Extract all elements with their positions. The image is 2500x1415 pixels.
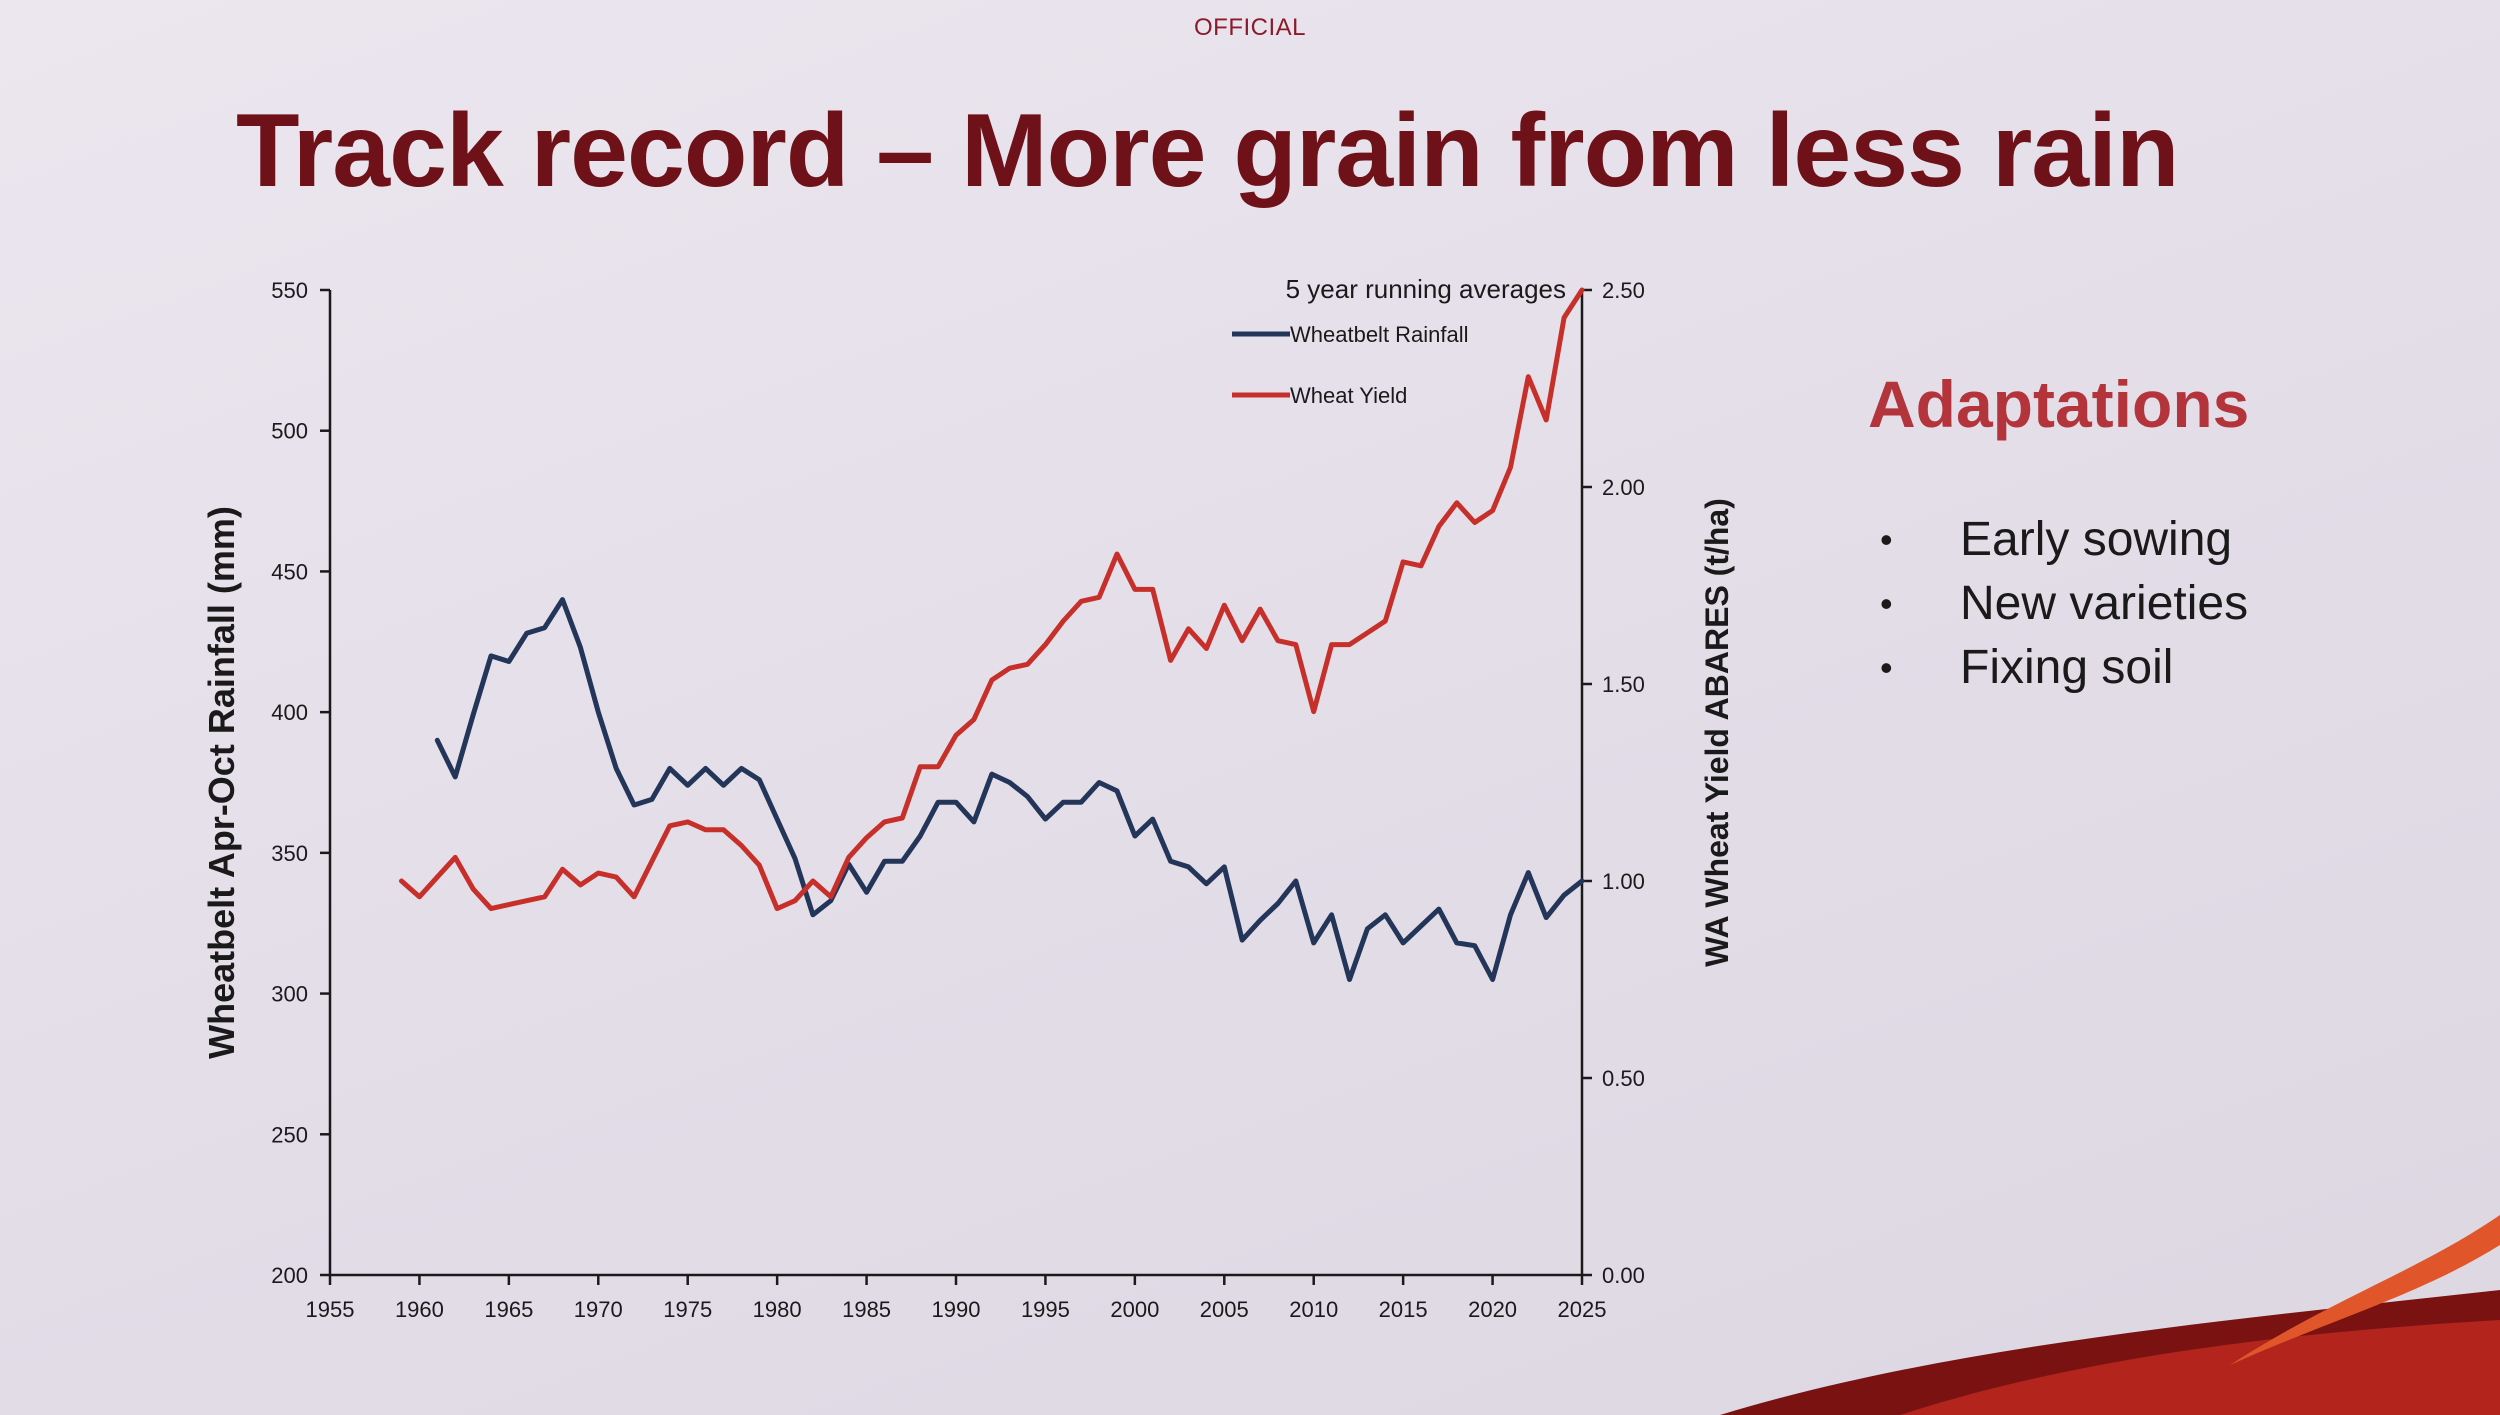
legend-title: 5 year running averages xyxy=(1286,274,1566,304)
y2-tick-label: 0.50 xyxy=(1602,1066,1645,1091)
y-tick-label: 400 xyxy=(271,700,308,725)
list-item-label: New varieties xyxy=(1960,577,2249,630)
y2-tick-label: 1.50 xyxy=(1602,672,1645,697)
x-tick-label: 1970 xyxy=(574,1297,623,1322)
y-tick-label: 300 xyxy=(271,982,308,1007)
list-item: • New varieties xyxy=(1880,572,2248,636)
y2-tick-label: 2.00 xyxy=(1602,475,1645,500)
swoosh-light xyxy=(2230,1215,2500,1365)
x-tick-label: 1960 xyxy=(395,1297,444,1322)
x-tick-label: 1985 xyxy=(842,1297,891,1322)
y-tick-label: 550 xyxy=(271,278,308,303)
swoosh-mid xyxy=(1900,1320,2500,1415)
y2-tick-label: 2.50 xyxy=(1602,278,1645,303)
adaptations-title: Adaptations xyxy=(1868,367,2250,441)
list-item-label: Early sowing xyxy=(1960,513,2233,566)
x-tick-label: 2000 xyxy=(1110,1297,1159,1322)
x-tick-label: 2010 xyxy=(1289,1297,1338,1322)
x-tick-label: 1975 xyxy=(663,1297,712,1322)
y2-tick-label: 1.00 xyxy=(1602,869,1645,894)
y-axis-title: Wheatbelt Apr-Oct Rainfall (mm) xyxy=(201,506,242,1059)
bullet-icon: • xyxy=(1880,519,1893,560)
x-tick-label: 1955 xyxy=(306,1297,355,1322)
y2-tick-label: 0.00 xyxy=(1602,1263,1645,1288)
chart-series xyxy=(399,287,1585,982)
series-line-rainfall xyxy=(434,597,1585,982)
chart-legend: 5 year running averages Wheatbelt Rainfal… xyxy=(1232,274,1566,408)
bullet-icon: • xyxy=(1880,647,1893,688)
series-line-wheat-yield xyxy=(399,287,1585,912)
y-tick-label: 350 xyxy=(271,841,308,866)
chart-axes: Wheatbelt Apr-Oct Rainfall (mm) WA Wheat … xyxy=(201,290,1735,1277)
y-tick-label: 200 xyxy=(271,1263,308,1288)
y-tick-label: 450 xyxy=(271,559,308,584)
slide-title: Track record – More grain from less rain xyxy=(236,93,2180,209)
chart-ticks: 1955 1960 1965 1970 1975 1980 1985 1990 1995 2000… xyxy=(271,278,1645,1322)
legend-label: Wheatbelt Rainfall xyxy=(1290,322,1469,347)
list-item: • Fixing soil xyxy=(1880,636,2248,700)
y2-axis-title: WA Wheat Yield ABARES (t/ha) xyxy=(1699,498,1735,967)
x-tick-label: 1990 xyxy=(932,1297,981,1322)
x-tick-label: 1980 xyxy=(753,1297,802,1322)
list-item: • Early sowing xyxy=(1880,508,2248,572)
x-tick-label: 2025 xyxy=(1558,1297,1607,1322)
x-tick-label: 1995 xyxy=(1021,1297,1070,1322)
x-tick-label: 2015 xyxy=(1379,1297,1428,1322)
adaptations-list: • Early sowing • New varieties • Fixing soi… xyxy=(1880,508,2248,700)
y-tick-label: 500 xyxy=(271,419,308,444)
y-tick-label: 250 xyxy=(271,1122,308,1147)
x-tick-label: 1965 xyxy=(484,1297,533,1322)
x-tick-label: 2020 xyxy=(1468,1297,1517,1322)
list-item-label: Fixing soil xyxy=(1960,641,2174,694)
classification-label: OFFICIAL xyxy=(1193,14,1306,41)
bullet-icon: • xyxy=(1880,583,1893,624)
legend-label: Wheat Yield xyxy=(1290,383,1407,408)
x-tick-label: 2005 xyxy=(1200,1297,1249,1322)
